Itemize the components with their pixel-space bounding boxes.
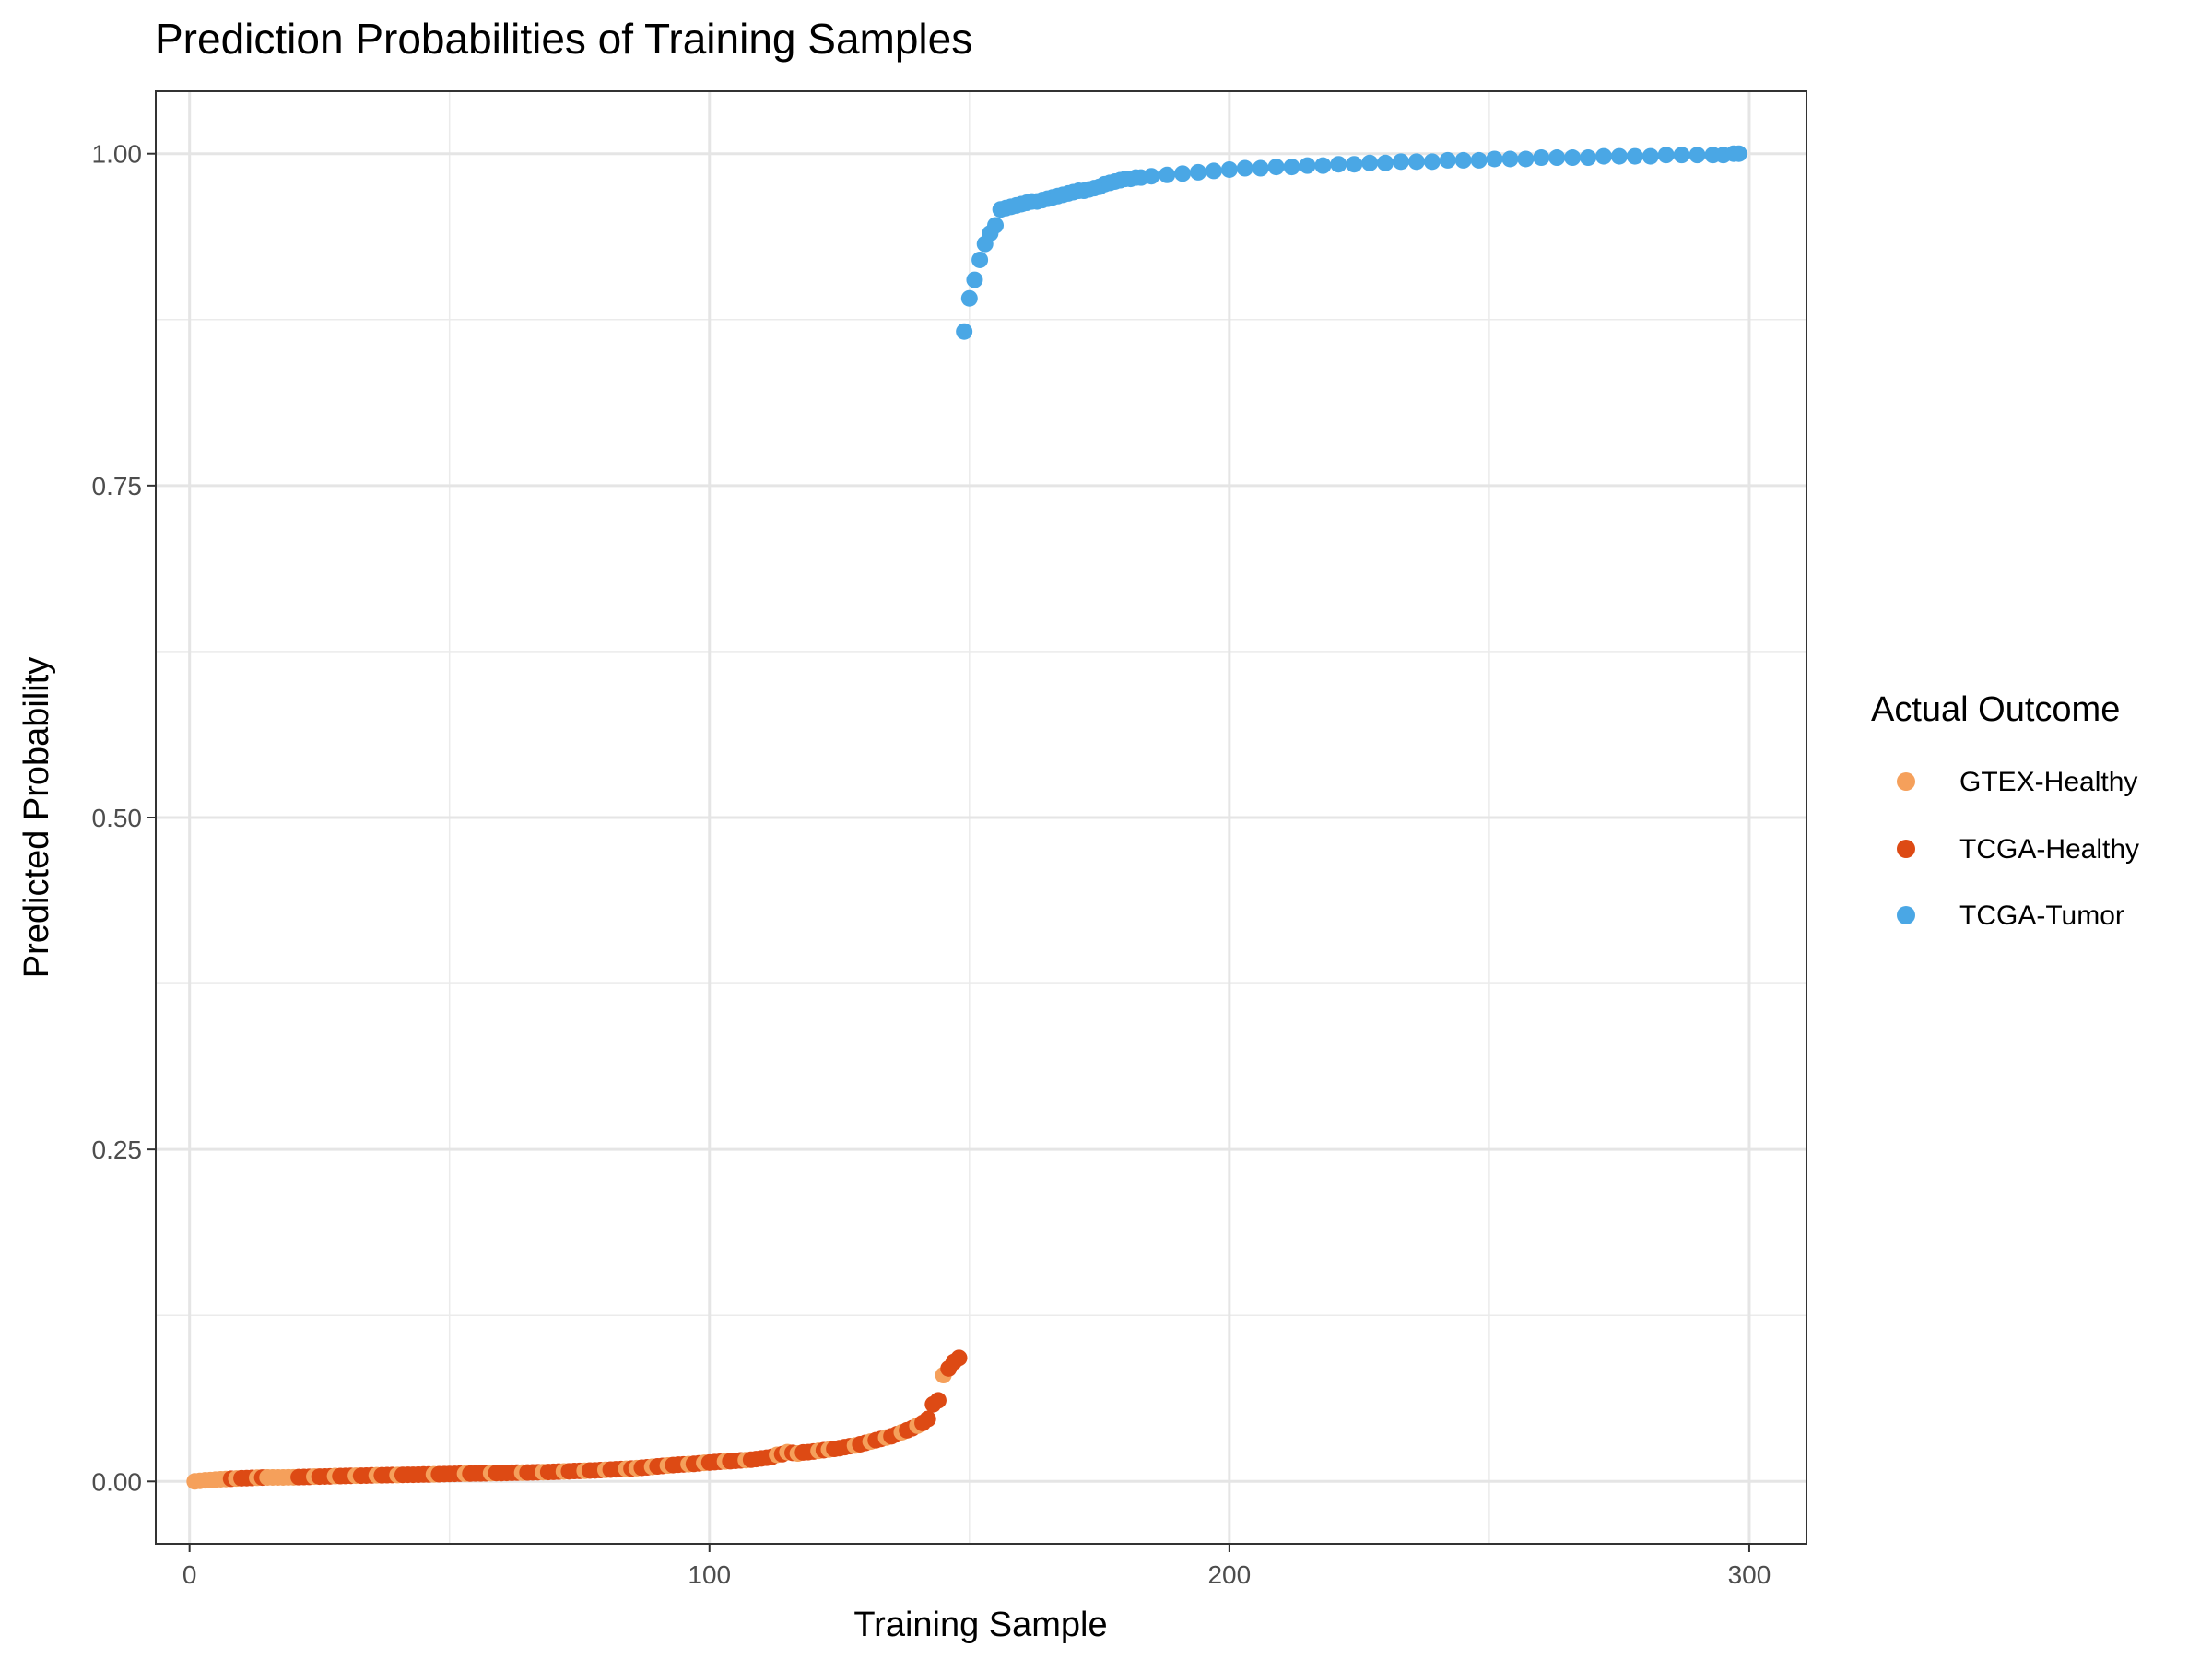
point-tcga-tumor [1641,147,1659,165]
legend-key-tcga-healthy [1897,840,1915,858]
data-points [186,145,1747,1490]
point-tcga-tumor [1393,153,1410,171]
point-tcga-tumor [1236,159,1253,177]
point-tcga-tumor [1361,154,1379,171]
legend-key-gtex-healthy [1897,772,1915,791]
y-tick-label: 0.75 [92,472,143,500]
point-tcga-tumor [1330,156,1347,173]
legend: Actual Outcome GTEX-Healthy TCGA-Healthy… [1871,690,2139,931]
point-tcga-tumor [1267,159,1285,176]
point-tcga-tumor [960,289,978,307]
x-tick-label: 200 [1207,1560,1251,1589]
point-tcga-tumor [1626,147,1643,165]
legend-label-tcga-healthy: TCGA-Healthy [1959,834,2139,865]
point-tcga-tumor [1143,168,1160,185]
point-tcga-tumor [1470,151,1488,169]
point-tcga-tumor [1657,147,1675,164]
point-tcga-tumor [1174,165,1192,182]
point-tcga-tumor [1688,147,1706,164]
point-tcga-tumor [1283,159,1300,176]
point-tcga-tumor [1673,147,1690,164]
point-tcga-healthy [929,1392,947,1409]
point-tcga-tumor [1517,150,1535,168]
point-tcga-tumor [1730,145,1747,162]
y-axis-title: Predicted Probability [18,657,56,979]
point-tcga-tumor [1314,157,1332,174]
point-tcga-tumor [1205,162,1222,180]
point-tcga-tumor [1377,154,1394,171]
x-tick-label: 0 [182,1560,197,1589]
x-axis-title: Training Sample [853,1606,1107,1644]
point-tcga-tumor [1548,149,1566,167]
point-tcga-tumor [1159,166,1176,183]
x-axis-ticks: 0 100 200 300 [182,1544,1771,1589]
point-tcga-tumor [966,271,983,288]
point-tcga-healthy [919,1410,936,1428]
point-tcga-tumor [1610,147,1628,165]
point-tcga-tumor [1595,147,1613,165]
point-tcga-tumor [956,323,973,340]
point-tcga-tumor [1454,151,1472,169]
y-axis-ticks: 0.00 0.25 0.50 0.75 1.00 [92,140,156,1496]
x-tick-label: 100 [688,1560,731,1589]
legend-key-tcga-tumor [1897,906,1915,924]
y-tick-label: 1.00 [92,140,143,169]
y-tick-label: 0.50 [92,804,143,832]
y-tick-label: 0.00 [92,1467,143,1496]
point-tcga-tumor [1533,149,1550,167]
point-tcga-tumor [1580,149,1597,167]
point-tcga-tumor [1564,149,1582,167]
point-tcga-tumor [1346,156,1363,173]
x-tick-label: 300 [1728,1560,1771,1589]
chart-title: Prediction Probabilities of Training Sam… [155,15,972,63]
point-tcga-tumor [987,217,1005,234]
point-tcga-tumor [1190,163,1207,181]
point-tcga-healthy [950,1349,968,1367]
point-tcga-tumor [1486,150,1503,168]
point-tcga-tumor [1423,153,1441,171]
legend-title: Actual Outcome [1871,690,2120,729]
point-tcga-tumor [1407,153,1425,171]
point-tcga-tumor [1501,150,1519,168]
point-tcga-tumor [1439,151,1456,169]
legend-label-gtex-healthy: GTEX-Healthy [1959,767,2137,797]
point-tcga-tumor [1299,157,1316,174]
point-tcga-tumor [1252,159,1269,177]
point-tcga-tumor [1220,160,1238,178]
y-tick-label: 0.25 [92,1135,143,1164]
point-tcga-tumor [971,251,989,268]
legend-label-tcga-tumor: TCGA-Tumor [1959,900,2124,931]
